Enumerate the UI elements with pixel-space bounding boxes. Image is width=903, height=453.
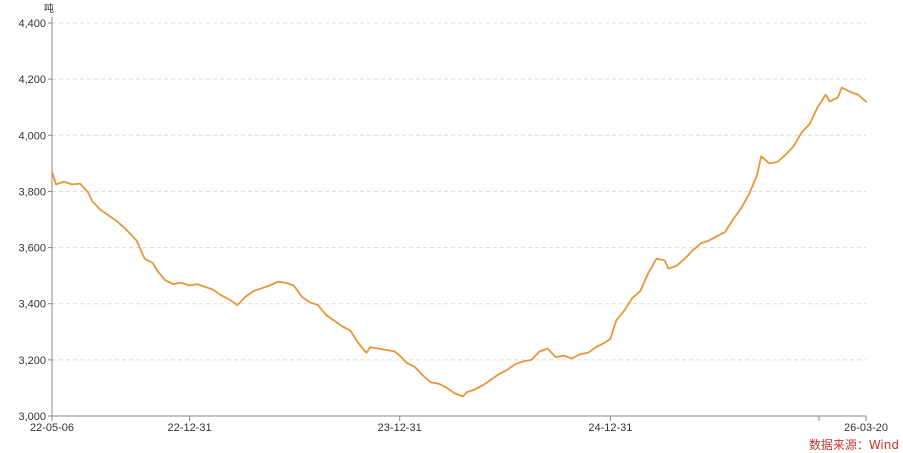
y-tick-label: 3,000 — [18, 411, 46, 423]
y-tick-label: 4,200 — [18, 74, 46, 86]
y-tick-label: 4,400 — [18, 18, 46, 30]
axes: 3,000 3,200 3,400 3,600 3,800 4,000 4,200 4,400… — [18, 17, 888, 434]
y-axis-unit-label: 吨 — [44, 2, 54, 15]
x-tick-label: 22-12-31 — [168, 422, 212, 434]
y-tick-label: 3,800 — [18, 186, 46, 198]
y-tick-label: 3,200 — [18, 355, 46, 367]
series-line — [51, 86, 867, 398]
y-tick-label: 3,400 — [18, 299, 46, 311]
x-tick-label: 26-03-20 — [844, 422, 888, 434]
x-tick-label: 24-12-31 — [588, 422, 632, 434]
x-tick-label: 23-12-31 — [378, 422, 422, 434]
y-tick-label: 3,600 — [18, 243, 46, 255]
series-layer — [51, 86, 867, 398]
x-tick-label: 22-05-06 — [30, 422, 74, 434]
source-note: 数据来源：Wind — [808, 438, 899, 452]
gridlines — [52, 22, 866, 361]
y-tick-label: 4,000 — [18, 130, 46, 142]
